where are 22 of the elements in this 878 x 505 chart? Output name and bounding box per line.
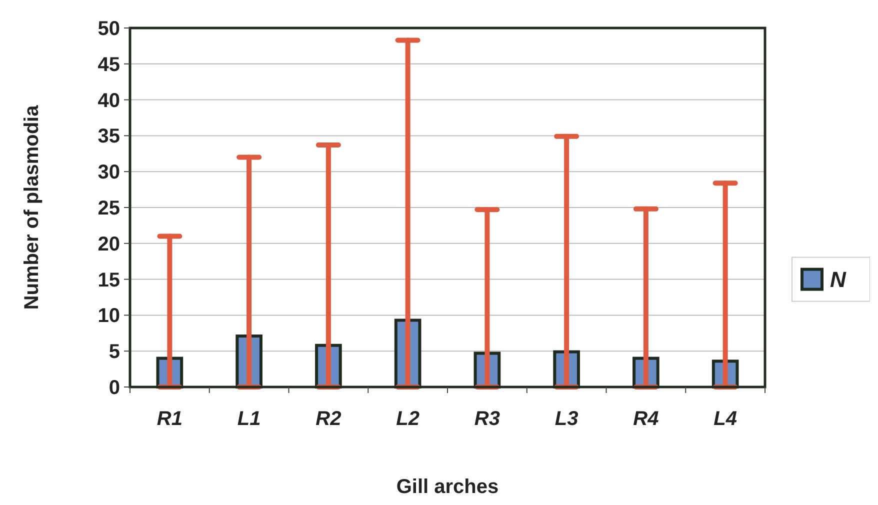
- y-tick-label: 0: [108, 377, 120, 399]
- x-tick-label: L2: [396, 408, 420, 430]
- y-tick-label: 15: [98, 269, 120, 292]
- y-tick-label: 20: [98, 233, 120, 256]
- x-tick-label: L4: [714, 408, 737, 430]
- y-axis-title: Number of plasmodia: [21, 104, 43, 310]
- y-tick-label: 30: [98, 162, 120, 184]
- x-tick-label: R2: [316, 408, 342, 430]
- y-tick-label: 50: [98, 18, 120, 40]
- x-tick-label: R3: [474, 408, 500, 430]
- x-tick-label: R1: [156, 408, 182, 430]
- y-tick-label: 45: [98, 54, 120, 76]
- y-tick-label: 5: [108, 341, 120, 364]
- y-tick-label: 35: [98, 126, 120, 148]
- y-tick-label: 40: [98, 90, 120, 112]
- x-tick-label: L1: [237, 408, 261, 430]
- legend-label: N: [830, 267, 847, 292]
- x-tick-label: L3: [554, 408, 578, 430]
- x-axis-title: Gill arches: [396, 476, 499, 498]
- y-tick-label: 25: [98, 198, 120, 220]
- x-tick-label: R4: [633, 408, 659, 430]
- y-tick-label: 10: [98, 305, 120, 328]
